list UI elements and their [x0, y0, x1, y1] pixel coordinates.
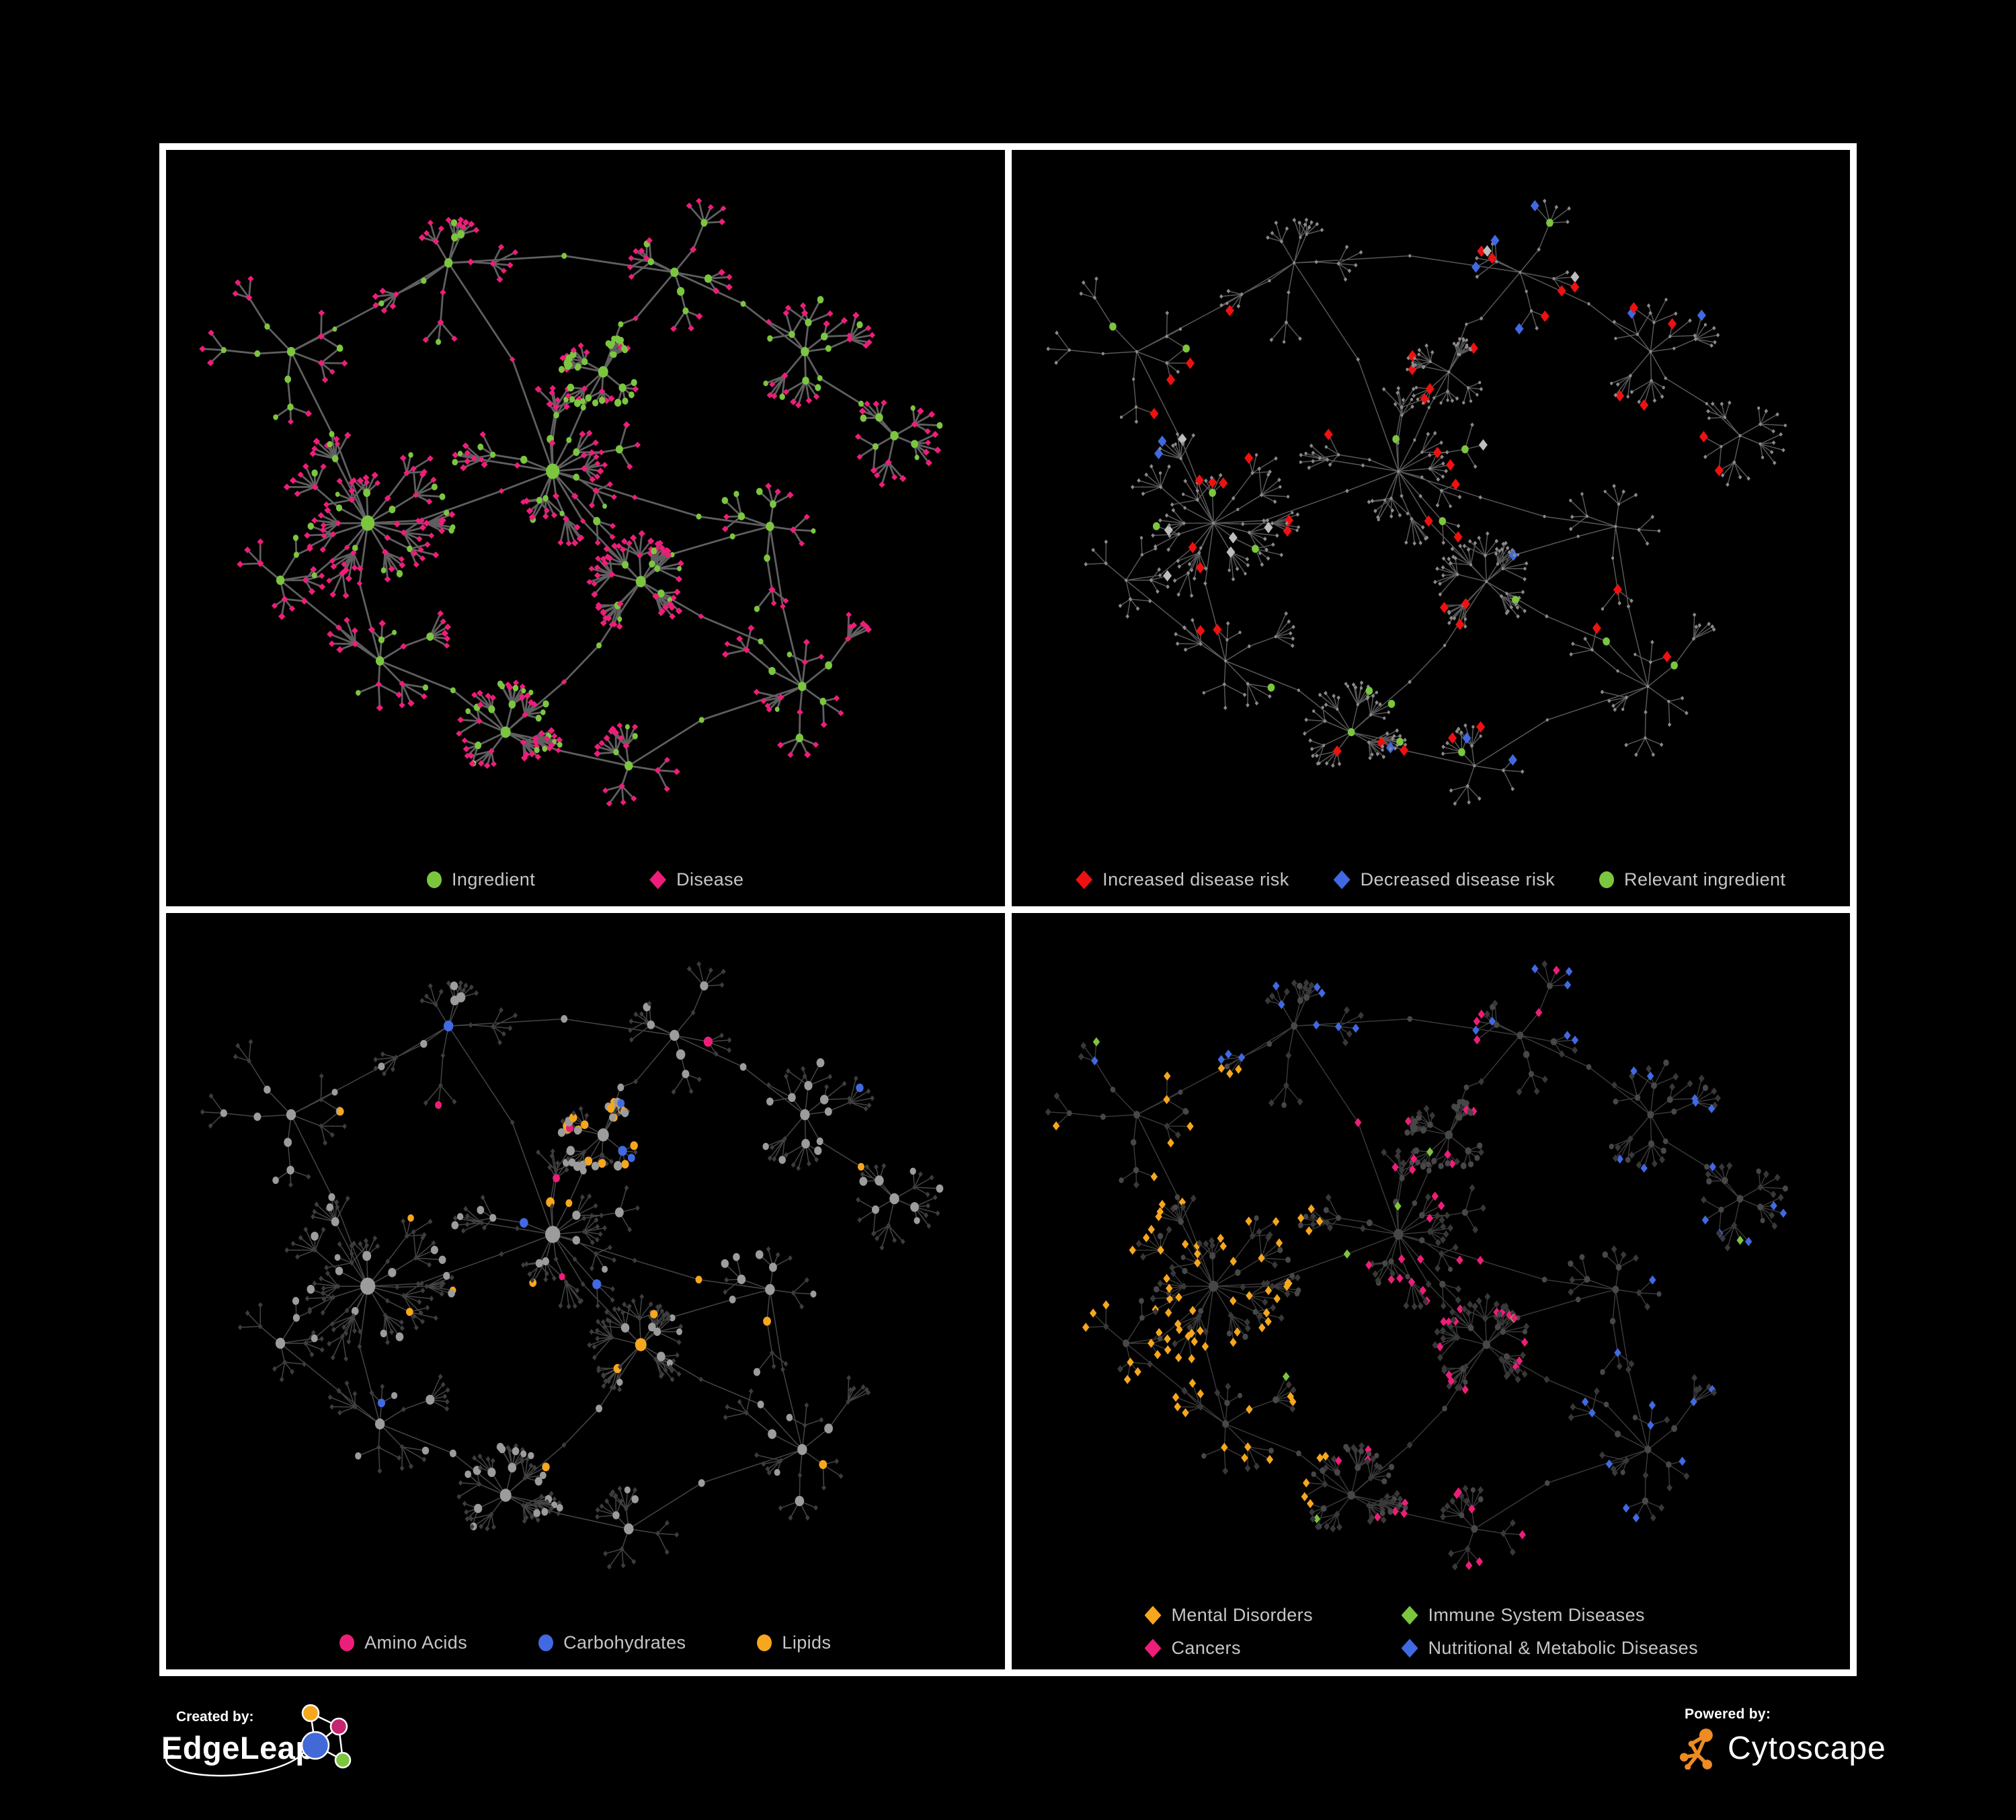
panel-ingredient-disease: Ingredient Disease [166, 150, 1005, 906]
panel-disease-risk: Increased disease risk Decreased disease… [1011, 150, 1851, 906]
powered-by-label: Powered by: [1685, 1706, 1771, 1722]
cancers-diamond-icon [1144, 1638, 1162, 1658]
cytoscape-glyph [1679, 1729, 1713, 1770]
relevant-ingredient-circle-icon [1599, 871, 1615, 888]
disease-diamond-icon [649, 870, 667, 889]
legend-label: Relevant ingredient [1624, 869, 1786, 889]
edgeleap-node-orange [301, 1704, 320, 1723]
amino-acids-circle-icon [339, 1634, 355, 1651]
panel-disease-categories: Mental Disorders Immune System Diseases … [1011, 913, 1850, 1669]
decreased-risk-diamond-icon [1333, 870, 1350, 889]
legend-item-amino-acids: Amino Acids [339, 1632, 467, 1653]
edgeleap-logo-graphic: Created by: EdgeLeap [161, 1704, 352, 1777]
legend-item-relevant-ingredient: Relevant ingredient [1599, 869, 1785, 890]
legend-item-carbohydrates: Carbohydrates [538, 1632, 686, 1653]
legend-item-increased-risk: Increased disease risk [1076, 869, 1289, 890]
legend-label: Amino Acids [364, 1632, 468, 1653]
carbohydrates-circle-icon [538, 1634, 554, 1651]
legend-item-decreased-risk: Decreased disease risk [1333, 869, 1556, 890]
legend-ingredient-disease: Ingredient Disease [166, 869, 1005, 890]
edgeleap-node-blue [300, 1731, 330, 1760]
legend-disease-categories: Mental Disorders Immune System Diseases … [1144, 1605, 1698, 1659]
immune-system-diseases-diamond-icon [1401, 1606, 1418, 1625]
increased-risk-diamond-icon [1076, 870, 1093, 889]
nutritional-metabolic-diseases-diamond-icon [1401, 1638, 1418, 1658]
lipids-circle-icon [757, 1634, 772, 1651]
legend-item-ingredient: Ingredient [427, 869, 535, 890]
edgeleap-swoosh [165, 1751, 305, 1777]
network-nutrient-classes [200, 961, 944, 1570]
edgeleap-wordmark: EdgeLeap [161, 1730, 315, 1766]
legend-label: Lipids [782, 1632, 832, 1653]
edgeleap-network-glyph [300, 1704, 352, 1769]
legend-item-immune-system-diseases: Immune System Diseases [1401, 1605, 1698, 1626]
legend-disease-risk: Increased disease risk Decreased disease… [1012, 869, 1851, 890]
legend-item-disease: Disease [649, 869, 743, 890]
edgeleap-node-magenta [329, 1717, 348, 1736]
network-disease-categories [1045, 960, 1788, 1571]
legend-item-cancers: Cancers [1144, 1638, 1402, 1659]
ingredient-circle-icon [427, 871, 442, 888]
cytoscape-logo: Powered by: Cytoscape [1679, 1706, 1886, 1770]
legend-label: Immune System Diseases [1428, 1605, 1645, 1625]
legend-label: Increased disease risk [1102, 869, 1289, 889]
legend-label: Ingredient [452, 869, 536, 889]
legend-label: Decreased disease risk [1360, 869, 1556, 889]
network-ingredient-disease [199, 198, 943, 807]
legend-item-mental-disorders: Mental Disorders [1144, 1605, 1402, 1626]
legend-label: Disease [676, 869, 744, 889]
legend-item-lipids: Lipids [757, 1632, 831, 1653]
legend-label: Mental Disorders [1171, 1605, 1313, 1625]
legend-label: Carbohydrates [563, 1632, 686, 1653]
created-by-label: Created by: [176, 1709, 254, 1725]
cytoscape-wordmark: Cytoscape [1728, 1730, 1886, 1766]
panel-nutrient-classes: Amino Acids Carbohydrates Lipids [166, 913, 1005, 1669]
legend-label: Nutritional & Metabolic Diseases [1428, 1638, 1698, 1658]
mental-disorders-diamond-icon [1144, 1606, 1162, 1625]
legend-nutrient-classes: Amino Acids Carbohydrates Lipids [166, 1632, 1005, 1653]
network-disease-risk [1045, 198, 1787, 806]
network-grid: Ingredient Disease Increased disease ris… [159, 143, 1857, 1676]
edgeleap-node-green [334, 1751, 352, 1769]
legend-label: Cancers [1171, 1638, 1241, 1658]
legend-item-nutritional-metabolic-diseases: Nutritional & Metabolic Diseases [1401, 1638, 1698, 1659]
edgeleap-logo: Created by: EdgeLeap [159, 1702, 367, 1788]
